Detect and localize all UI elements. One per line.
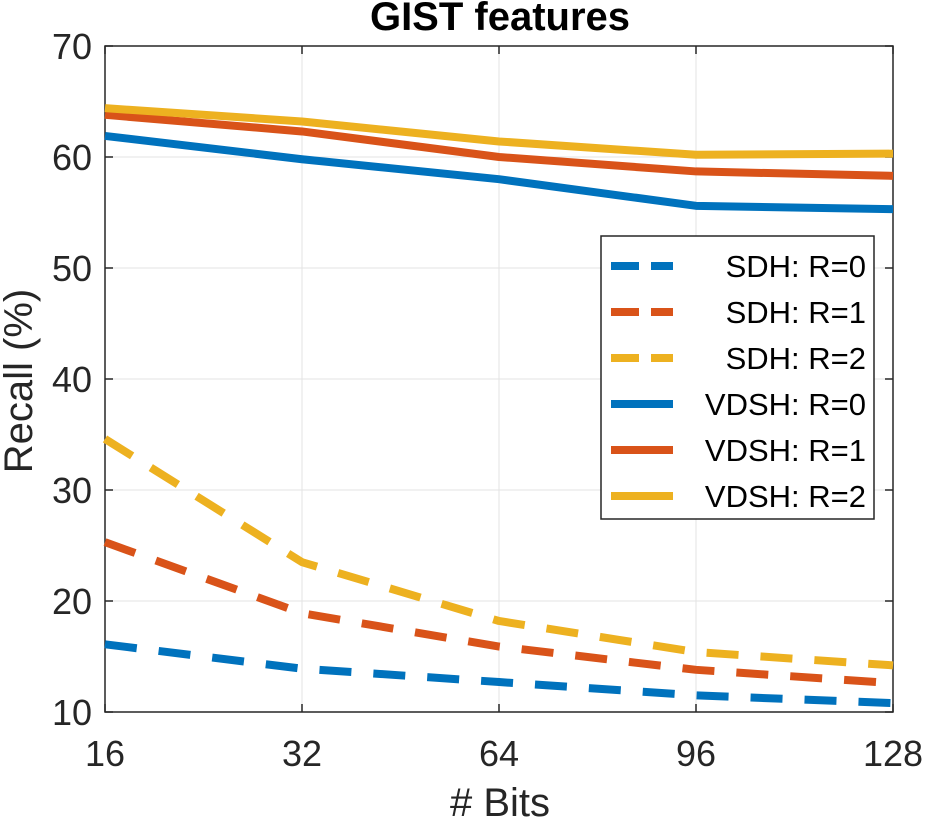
plot-frame: [104, 45, 894, 713]
legend-entry-label: SDH: R=1: [726, 295, 866, 330]
legend-entry-label: VDSH: R=1: [705, 433, 866, 468]
legend-entry-label: SDH: R=2: [726, 341, 866, 376]
y-tick-label: 70: [52, 26, 92, 67]
y-tick-label: 50: [52, 248, 92, 289]
y-tick-label: 20: [52, 581, 92, 622]
series-line: [104, 131, 894, 214]
y-axis-label: Recall (%): [0, 289, 41, 473]
axes: [104, 45, 894, 713]
y-tick-label: 30: [52, 470, 92, 511]
series-line: [102, 435, 894, 670]
x-tick-label: 64: [479, 733, 519, 774]
x-tick-label: 128: [863, 733, 923, 774]
legend-entry-label: VDSH: R=2: [705, 479, 866, 514]
x-axis-label: # Bits: [450, 781, 550, 821]
x-tick-label: 96: [676, 733, 716, 774]
legend-box: [600, 235, 875, 520]
y-tick-label: 10: [52, 692, 92, 733]
chart-title: GIST features: [370, 0, 630, 39]
series-line: [104, 110, 894, 180]
series-line: [104, 640, 894, 708]
x-tick-label: 16: [85, 733, 125, 774]
series-layer: [102, 104, 894, 708]
series-line: [103, 538, 894, 688]
legend-entry-label: VDSH: R=0: [705, 387, 866, 422]
legend-entry-label: SDH: R=0: [726, 249, 866, 284]
x-tick-label: 32: [282, 733, 322, 774]
tick-labels: 16 32 64 96 128 10 20 30 40 50 60 70: [52, 26, 923, 774]
series-line: [104, 104, 894, 159]
y-tick-label: 40: [52, 359, 92, 400]
legend: SDH: R=0 SDH: R=1 SDH: R=2 VDSH: R=0 VDSH: R…: [600, 235, 875, 520]
y-tick-label: 60: [52, 137, 92, 178]
